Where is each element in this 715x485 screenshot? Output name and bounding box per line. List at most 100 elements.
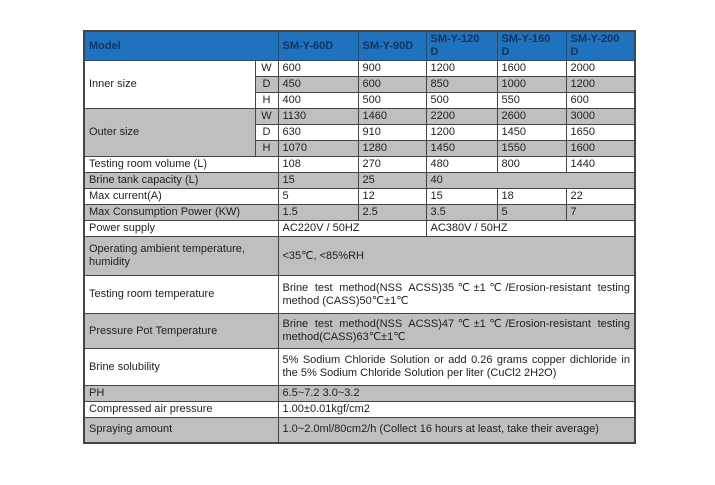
value-cell: 5 <box>496 204 567 221</box>
column-header-sm-y-120d: SM-Y-120 D <box>425 30 498 61</box>
table-row-outer-d: D 630 910 1200 1450 1650 <box>84 124 636 141</box>
value-cell: 600 <box>357 76 427 93</box>
table-row-testing-room-volume: Testing room volume (L) 108 270 480 800 … <box>83 156 636 173</box>
value-cell-ac380: AC380V / 50HZ <box>425 220 636 237</box>
table-row-max-current: Max current(A) 5 12 15 18 22 <box>83 188 636 205</box>
value-cell: 5 <box>277 188 359 205</box>
row-label-max-current: Max current(A) <box>83 188 279 205</box>
value-cell: 450 <box>277 76 359 93</box>
table-row-max-consumption-power: Max Consumption Power (KW) 1.5 2.5 3.5 5… <box>83 204 636 221</box>
value-cell: 25 <box>357 172 427 189</box>
table-row-spraying-amount: Spraying amount 1.0~2.0ml/80cm2/h (Colle… <box>83 417 636 443</box>
value-cell: 1600 <box>496 60 567 77</box>
value-cell: 1650 <box>565 124 636 141</box>
value-cell: 1200 <box>425 60 498 77</box>
table-row-power-supply: Power supply AC220V / 50HZ AC380V / 50HZ <box>83 220 636 237</box>
table-row-inner-w: Inner size W 600 900 1200 1600 2000 <box>83 60 636 109</box>
value-cell: 500 <box>425 92 498 109</box>
table-row-compressed-air-pressure: Compressed air pressure 1.00±0.01kgf/cm2 <box>83 401 636 418</box>
value-cell: 40 <box>425 172 636 189</box>
value-cell: 1.00±0.01kgf/cm2 <box>277 401 636 418</box>
column-header-sm-y-60d: SM-Y-60D <box>277 30 359 61</box>
value-cell: Brine test method(NSS ACSS)35℃±1℃/Erosio… <box>277 275 636 314</box>
value-cell: 550 <box>496 92 567 109</box>
value-cell: 6.5~7.2 3.0~3.2 <box>277 385 636 402</box>
value-cell: 850 <box>425 76 498 93</box>
value-cell: 480 <box>425 156 498 173</box>
row-label-compressed-air-pressure: Compressed air pressure <box>83 401 279 418</box>
value-cell: <35℃, <85%RH <box>277 236 636 276</box>
value-cell: 270 <box>357 156 427 173</box>
dimension-label-d: D <box>254 76 279 93</box>
table-row-outer-w: Outer size W 1130 1460 2200 2600 3000 <box>83 108 636 157</box>
row-label-max-consumption-power: Max Consumption Power (KW) <box>83 204 279 221</box>
row-label-ph: PH <box>83 385 279 402</box>
value-cell: 630 <box>277 124 359 141</box>
value-cell: 7 <box>565 204 636 221</box>
value-cell: 3000 <box>565 108 636 125</box>
value-cell: 910 <box>357 124 427 141</box>
table-header-row: Model SM-Y-60D SM-Y-90D SM-Y-120 D SM-Y-… <box>83 30 636 61</box>
table-row-ph: PH 6.5~7.2 3.0~3.2 <box>83 385 636 402</box>
value-cell-ac220: AC220V / 50HZ <box>277 220 427 237</box>
value-cell: 1070 <box>277 140 359 157</box>
value-cell: 1550 <box>496 140 567 157</box>
value-cell: 12 <box>357 188 427 205</box>
row-label-brine-tank-capacity: Brine tank capacity (L) <box>83 172 279 189</box>
row-label-power-supply: Power supply <box>83 220 279 237</box>
value-cell: 1000 <box>496 76 567 93</box>
table-row-pressure-pot-temperature: Pressure Pot Temperature Brine test meth… <box>83 313 636 349</box>
row-label-operating-ambient: Operating ambient temperature, humidity <box>83 236 279 276</box>
value-cell: 2600 <box>496 108 567 125</box>
value-cell: 1600 <box>565 140 636 157</box>
dimension-label-h: H <box>254 92 279 109</box>
value-cell: 900 <box>357 60 427 77</box>
row-label-testing-room-volume: Testing room volume (L) <box>83 156 279 173</box>
value-cell: 15 <box>425 188 498 205</box>
dimension-label-w: W <box>254 108 279 125</box>
value-cell: Brine test method(NSS ACSS)47℃±1℃/Erosio… <box>277 313 636 349</box>
value-cell: 600 <box>277 60 359 77</box>
row-label-inner-size: Inner size <box>83 60 256 109</box>
dimension-label-h: H <box>254 140 279 157</box>
value-cell: 2.5 <box>357 204 427 221</box>
table-row-brine-solubility: Brine solubility 5% Sodium Chloride Solu… <box>83 348 636 386</box>
value-cell: 1130 <box>277 108 359 125</box>
value-cell: 400 <box>277 92 359 109</box>
dimension-label-d: D <box>254 124 279 141</box>
model-header-cell: Model <box>83 30 279 61</box>
value-cell: 1440 <box>565 156 636 173</box>
value-cell: 2000 <box>565 60 636 77</box>
value-cell: 2200 <box>425 108 498 125</box>
row-label-pressure-pot-temperature: Pressure Pot Temperature <box>83 313 279 349</box>
row-label-brine-solubility: Brine solubility <box>83 348 279 386</box>
row-label-spraying-amount: Spraying amount <box>83 417 279 443</box>
value-cell: 500 <box>357 92 427 109</box>
value-cell: 1450 <box>496 124 567 141</box>
table-row-testing-room-temperature: Testing room temperature Brine test meth… <box>83 275 636 314</box>
value-cell: 800 <box>496 156 567 173</box>
value-cell: 1.0~2.0ml/80cm2/h (Collect 16 hours at l… <box>277 417 636 443</box>
table-row-outer-h: H 1070 1280 1450 1550 1600 <box>84 140 636 157</box>
value-cell: 1450 <box>425 140 498 157</box>
value-cell: 1200 <box>565 76 636 93</box>
value-cell: 22 <box>565 188 636 205</box>
value-cell: 1200 <box>425 124 498 141</box>
value-cell: 600 <box>565 92 636 109</box>
value-cell: 5% Sodium Chloride Solution or add 0.26 … <box>277 348 636 386</box>
value-cell: 1460 <box>357 108 427 125</box>
value-cell: 108 <box>277 156 359 173</box>
row-label-outer-size: Outer size <box>83 108 256 157</box>
value-cell: 15 <box>277 172 359 189</box>
column-header-sm-y-90d: SM-Y-90D <box>357 30 427 61</box>
table-row-operating-ambient: Operating ambient temperature, humidity … <box>83 236 636 276</box>
value-cell: 3.5 <box>425 204 498 221</box>
value-cell: 18 <box>496 188 567 205</box>
row-label-testing-room-temperature: Testing room temperature <box>83 275 279 314</box>
spec-table: Model SM-Y-60D SM-Y-90D SM-Y-120 D SM-Y-… <box>83 30 636 444</box>
table-row-brine-tank-capacity: Brine tank capacity (L) 15 25 40 <box>83 172 636 189</box>
dimension-label-w: W <box>254 60 279 77</box>
column-header-sm-y-160d: SM-Y-160 D <box>496 30 567 61</box>
value-cell: 1280 <box>357 140 427 157</box>
